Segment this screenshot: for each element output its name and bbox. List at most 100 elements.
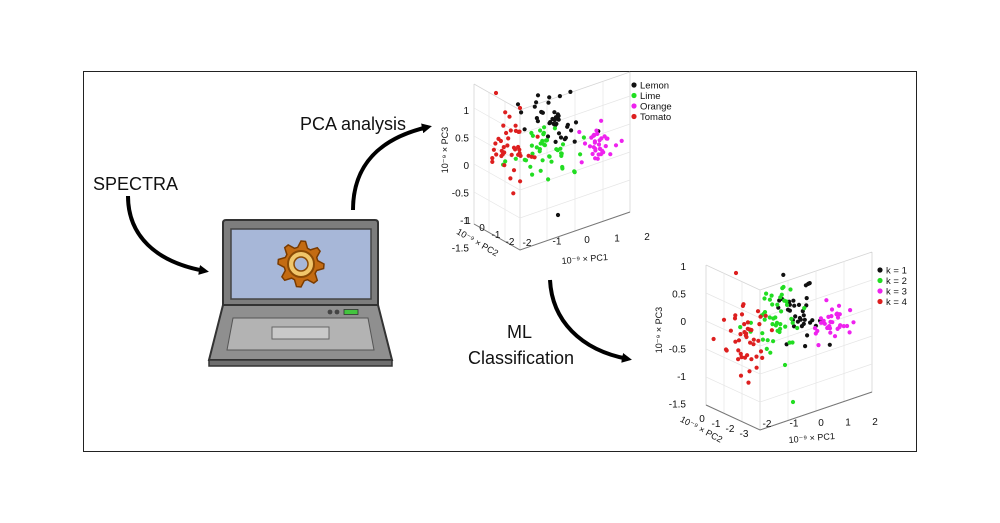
data-point [519, 110, 524, 115]
data-point [529, 143, 535, 148]
z-tick-label: -1.5 [452, 244, 470, 255]
data-point [596, 142, 602, 147]
data-point [572, 139, 577, 144]
data-point [546, 177, 551, 182]
data-point [758, 349, 764, 354]
y-tick-label: -2 [726, 424, 735, 435]
legend-marker [877, 267, 883, 273]
x-axis-label: 10⁻⁹ × PC1 [788, 431, 835, 445]
data-point [511, 191, 516, 196]
data-point [739, 312, 745, 317]
figure-frame [83, 71, 917, 452]
z-tick-label: 0.5 [672, 290, 686, 301]
data-point [781, 272, 786, 277]
data-point [738, 351, 743, 356]
data-point [516, 144, 521, 150]
y-tick-label: 0 [699, 414, 705, 425]
classification-label: Classification [468, 348, 574, 368]
data-point [619, 138, 624, 143]
z-tick-label: -0.5 [669, 345, 687, 356]
data-point [515, 102, 521, 107]
data-point [552, 126, 558, 131]
z-tick-label: 0 [463, 161, 469, 172]
data-point [545, 134, 551, 139]
data-point [796, 302, 802, 307]
data-point [738, 373, 744, 378]
data-point [518, 153, 523, 158]
data-point [508, 128, 513, 133]
data-point [801, 313, 806, 318]
data-point [775, 302, 780, 307]
legend-marker [877, 288, 883, 294]
data-point [738, 325, 743, 330]
legend-label: Tomato [640, 112, 671, 123]
data-point [749, 327, 754, 333]
data-point [513, 156, 518, 161]
y-tick-label: -3 [740, 429, 749, 440]
legend-label: k = 4 [886, 297, 907, 308]
data-point [549, 159, 554, 164]
data-point [770, 322, 775, 327]
data-point [534, 145, 539, 150]
data-point [513, 128, 519, 133]
data-point [779, 309, 784, 314]
data-point [784, 302, 790, 307]
data-point [803, 283, 809, 288]
data-point [736, 357, 741, 362]
z-tick-label: 1 [680, 262, 686, 273]
data-point [812, 326, 818, 331]
data-point [573, 120, 579, 125]
data-point [501, 123, 506, 128]
data-point [835, 311, 840, 316]
data-point [764, 291, 769, 296]
data-point [540, 158, 545, 163]
data-point [738, 332, 743, 337]
data-point [747, 369, 752, 374]
data-point [788, 287, 793, 292]
data-point [835, 326, 840, 331]
data-point [793, 314, 798, 319]
data-point [599, 118, 604, 123]
data-point [767, 297, 773, 302]
x-tick-label: 1 [845, 418, 851, 429]
data-point [537, 147, 543, 152]
data-point [534, 100, 539, 105]
data-point [728, 328, 734, 333]
data-point [815, 328, 820, 334]
data-point [773, 323, 779, 328]
data-point [818, 316, 824, 321]
data-point [602, 134, 607, 139]
data-point [509, 152, 514, 157]
data-point [851, 320, 856, 325]
y-tick-label: 1 [465, 216, 471, 227]
curved-arrow-icon [351, 123, 432, 211]
data-point [513, 147, 518, 152]
data-point [535, 93, 541, 98]
x-tick-label: -2 [763, 419, 772, 430]
legend-marker [631, 113, 637, 120]
data-point [711, 336, 716, 342]
data-point [829, 307, 835, 312]
legend-marker [631, 92, 637, 99]
data-point [755, 309, 761, 314]
legend-label: Orange [640, 102, 672, 113]
data-point [582, 141, 588, 146]
data-point [560, 166, 565, 171]
data-point [791, 298, 796, 303]
data-point [741, 302, 746, 307]
axis-line [473, 211, 631, 251]
data-point [768, 350, 773, 355]
x-tick-label: 2 [644, 232, 650, 243]
data-point [778, 295, 783, 300]
x-tick-label: -1 [553, 237, 562, 248]
curved-arrow-icon [548, 279, 632, 363]
data-point [847, 330, 852, 335]
data-point [822, 321, 827, 326]
data-point [763, 313, 768, 318]
data-point [591, 133, 596, 138]
data-point [517, 105, 523, 111]
data-point [590, 151, 595, 157]
data-point [736, 338, 742, 343]
data-point [733, 339, 738, 344]
data-point [600, 148, 605, 153]
